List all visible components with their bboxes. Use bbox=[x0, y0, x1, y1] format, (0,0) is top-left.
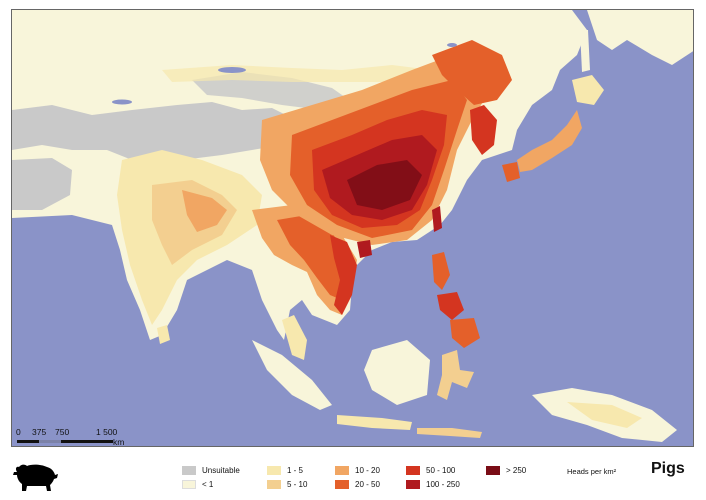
legend-label: 20 - 50 bbox=[355, 480, 380, 489]
legend-label: 1 - 5 bbox=[287, 466, 304, 475]
taiwan bbox=[432, 206, 442, 232]
unsuitable-arabia bbox=[12, 158, 72, 210]
sakhalin bbox=[580, 30, 590, 72]
scale-segment-3 bbox=[61, 440, 113, 443]
legend: Unsuitable < 1 1 - 5 5 - 10 10 - 20 20 -… bbox=[0, 452, 706, 500]
legend-swatch bbox=[182, 480, 196, 489]
philippines-luzon bbox=[432, 252, 450, 290]
density-map bbox=[12, 10, 693, 446]
legend-swatch bbox=[267, 466, 281, 475]
java bbox=[337, 415, 412, 430]
scale-label-1500: 1 500 bbox=[96, 427, 118, 437]
borneo bbox=[364, 340, 430, 405]
scale-label-750: 750 bbox=[55, 427, 70, 437]
new-guinea-medium bbox=[567, 402, 642, 428]
japan-hokkaido bbox=[572, 75, 604, 105]
scale-unit: km bbox=[113, 437, 125, 447]
sulawesi bbox=[437, 350, 474, 400]
lake-baikal bbox=[218, 67, 246, 73]
philippines-mindanao bbox=[450, 318, 480, 348]
sri-lanka bbox=[157, 325, 170, 344]
legend-label: 10 - 20 bbox=[355, 466, 380, 475]
malay-peninsula bbox=[282, 315, 307, 360]
scale-label-0: 0 bbox=[16, 427, 21, 437]
legend-label: < 1 bbox=[202, 480, 214, 489]
scale-label-375: 375 bbox=[32, 427, 47, 437]
units-label: Heads per km² bbox=[567, 467, 617, 476]
vietnam-dark bbox=[330, 235, 357, 315]
legend-swatch bbox=[486, 466, 500, 475]
scale-bar: 0 375 750 1 500 km bbox=[16, 427, 126, 447]
pig-icon bbox=[13, 464, 58, 491]
legend-swatch bbox=[267, 480, 281, 489]
japan-kyushu bbox=[502, 162, 520, 182]
china-darkest bbox=[347, 160, 422, 210]
korea bbox=[470, 105, 497, 155]
legend-label: 100 - 250 bbox=[426, 480, 460, 489]
unsuitable-mongolia bbox=[192, 72, 352, 110]
legend-label: 5 - 10 bbox=[287, 480, 308, 489]
japan-honshu bbox=[517, 110, 582, 172]
legend-label: 50 - 100 bbox=[426, 466, 456, 475]
legend-label: > 250 bbox=[506, 466, 527, 475]
map-frame bbox=[11, 9, 694, 447]
legend-swatch bbox=[182, 466, 196, 475]
lesser-sunda bbox=[417, 428, 482, 438]
hainan bbox=[357, 240, 372, 258]
lake-balkhash bbox=[112, 99, 132, 105]
legend-swatch bbox=[406, 480, 420, 489]
legend-label: Unsuitable bbox=[202, 466, 240, 475]
legend-swatch bbox=[335, 466, 349, 475]
sumatra bbox=[252, 340, 332, 410]
scale-segment-2 bbox=[39, 440, 61, 443]
india-orange bbox=[182, 190, 227, 232]
far-east-land bbox=[587, 10, 693, 65]
manchuria-red bbox=[432, 40, 512, 105]
lake-khanka bbox=[447, 43, 457, 47]
unsuitable-central-asia bbox=[12, 102, 302, 170]
legend-swatch bbox=[335, 480, 349, 489]
legend-swatch bbox=[406, 466, 420, 475]
species-title: Pigs bbox=[651, 460, 685, 477]
philippines-visayas bbox=[437, 292, 464, 320]
scale-segment-1 bbox=[17, 440, 39, 443]
